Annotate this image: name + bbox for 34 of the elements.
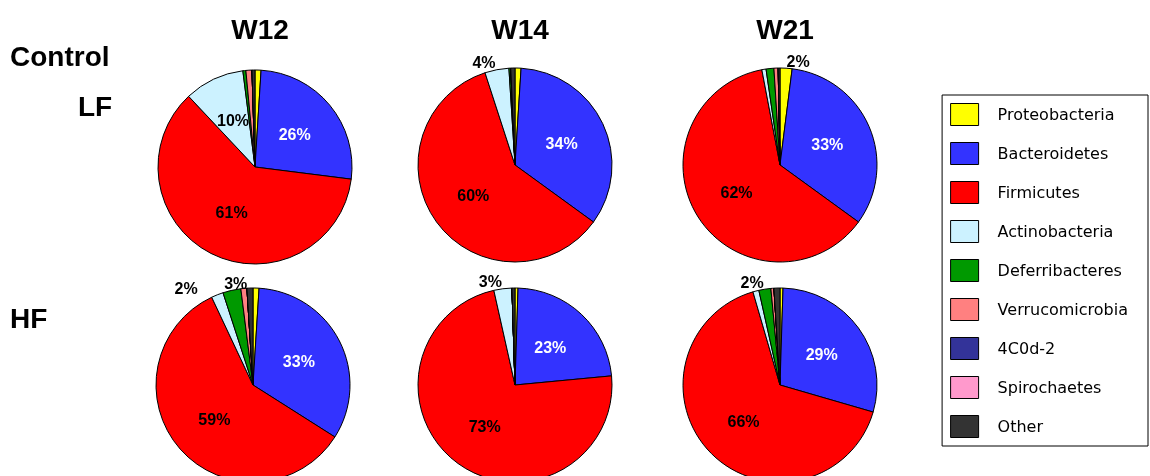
text: LF — [78, 90, 113, 122]
data-label: 4% — [472, 54, 496, 72]
data-label: 33% — [811, 136, 844, 154]
data-label: 26% — [278, 125, 311, 143]
data-label: 66% — [727, 412, 760, 430]
data-label: 34% — [545, 134, 578, 152]
data-label: 3% — [224, 275, 248, 292]
data-label: 33% — [282, 353, 315, 371]
legend-label: Bacteroidetes — [997, 144, 1109, 163]
legend-label: 4C0d-2 — [997, 339, 1056, 358]
legend-label: Other — [997, 417, 1044, 436]
data-label: 23% — [534, 338, 567, 356]
text: Control — [10, 40, 110, 72]
legend-label: Spirochaetes — [997, 378, 1102, 397]
chart-title: W12 — [231, 13, 289, 45]
chart-title: W21 — [756, 13, 814, 45]
legend-label: Deferribacteres — [997, 261, 1122, 280]
legend-label: Verrucomicrobia — [997, 300, 1129, 319]
data-label: 61% — [215, 204, 248, 222]
data-label: 62% — [720, 184, 753, 202]
data-label: 10% — [217, 111, 250, 129]
data-label: 2% — [174, 279, 198, 297]
data-label: 2% — [786, 52, 810, 70]
data-label: 73% — [468, 418, 501, 436]
legend-label: Firmicutes — [997, 183, 1080, 202]
data-label: 3% — [478, 273, 502, 291]
data-label: 29% — [805, 346, 838, 364]
text: HF — [10, 302, 48, 334]
legend-label: Proteobacteria — [997, 105, 1115, 124]
data-label: 60% — [457, 186, 490, 204]
chart-title: W14 — [491, 13, 550, 45]
legend-label: Actinobacteria — [997, 222, 1114, 241]
data-label: 59% — [198, 410, 231, 428]
data-label: 2% — [740, 273, 764, 291]
